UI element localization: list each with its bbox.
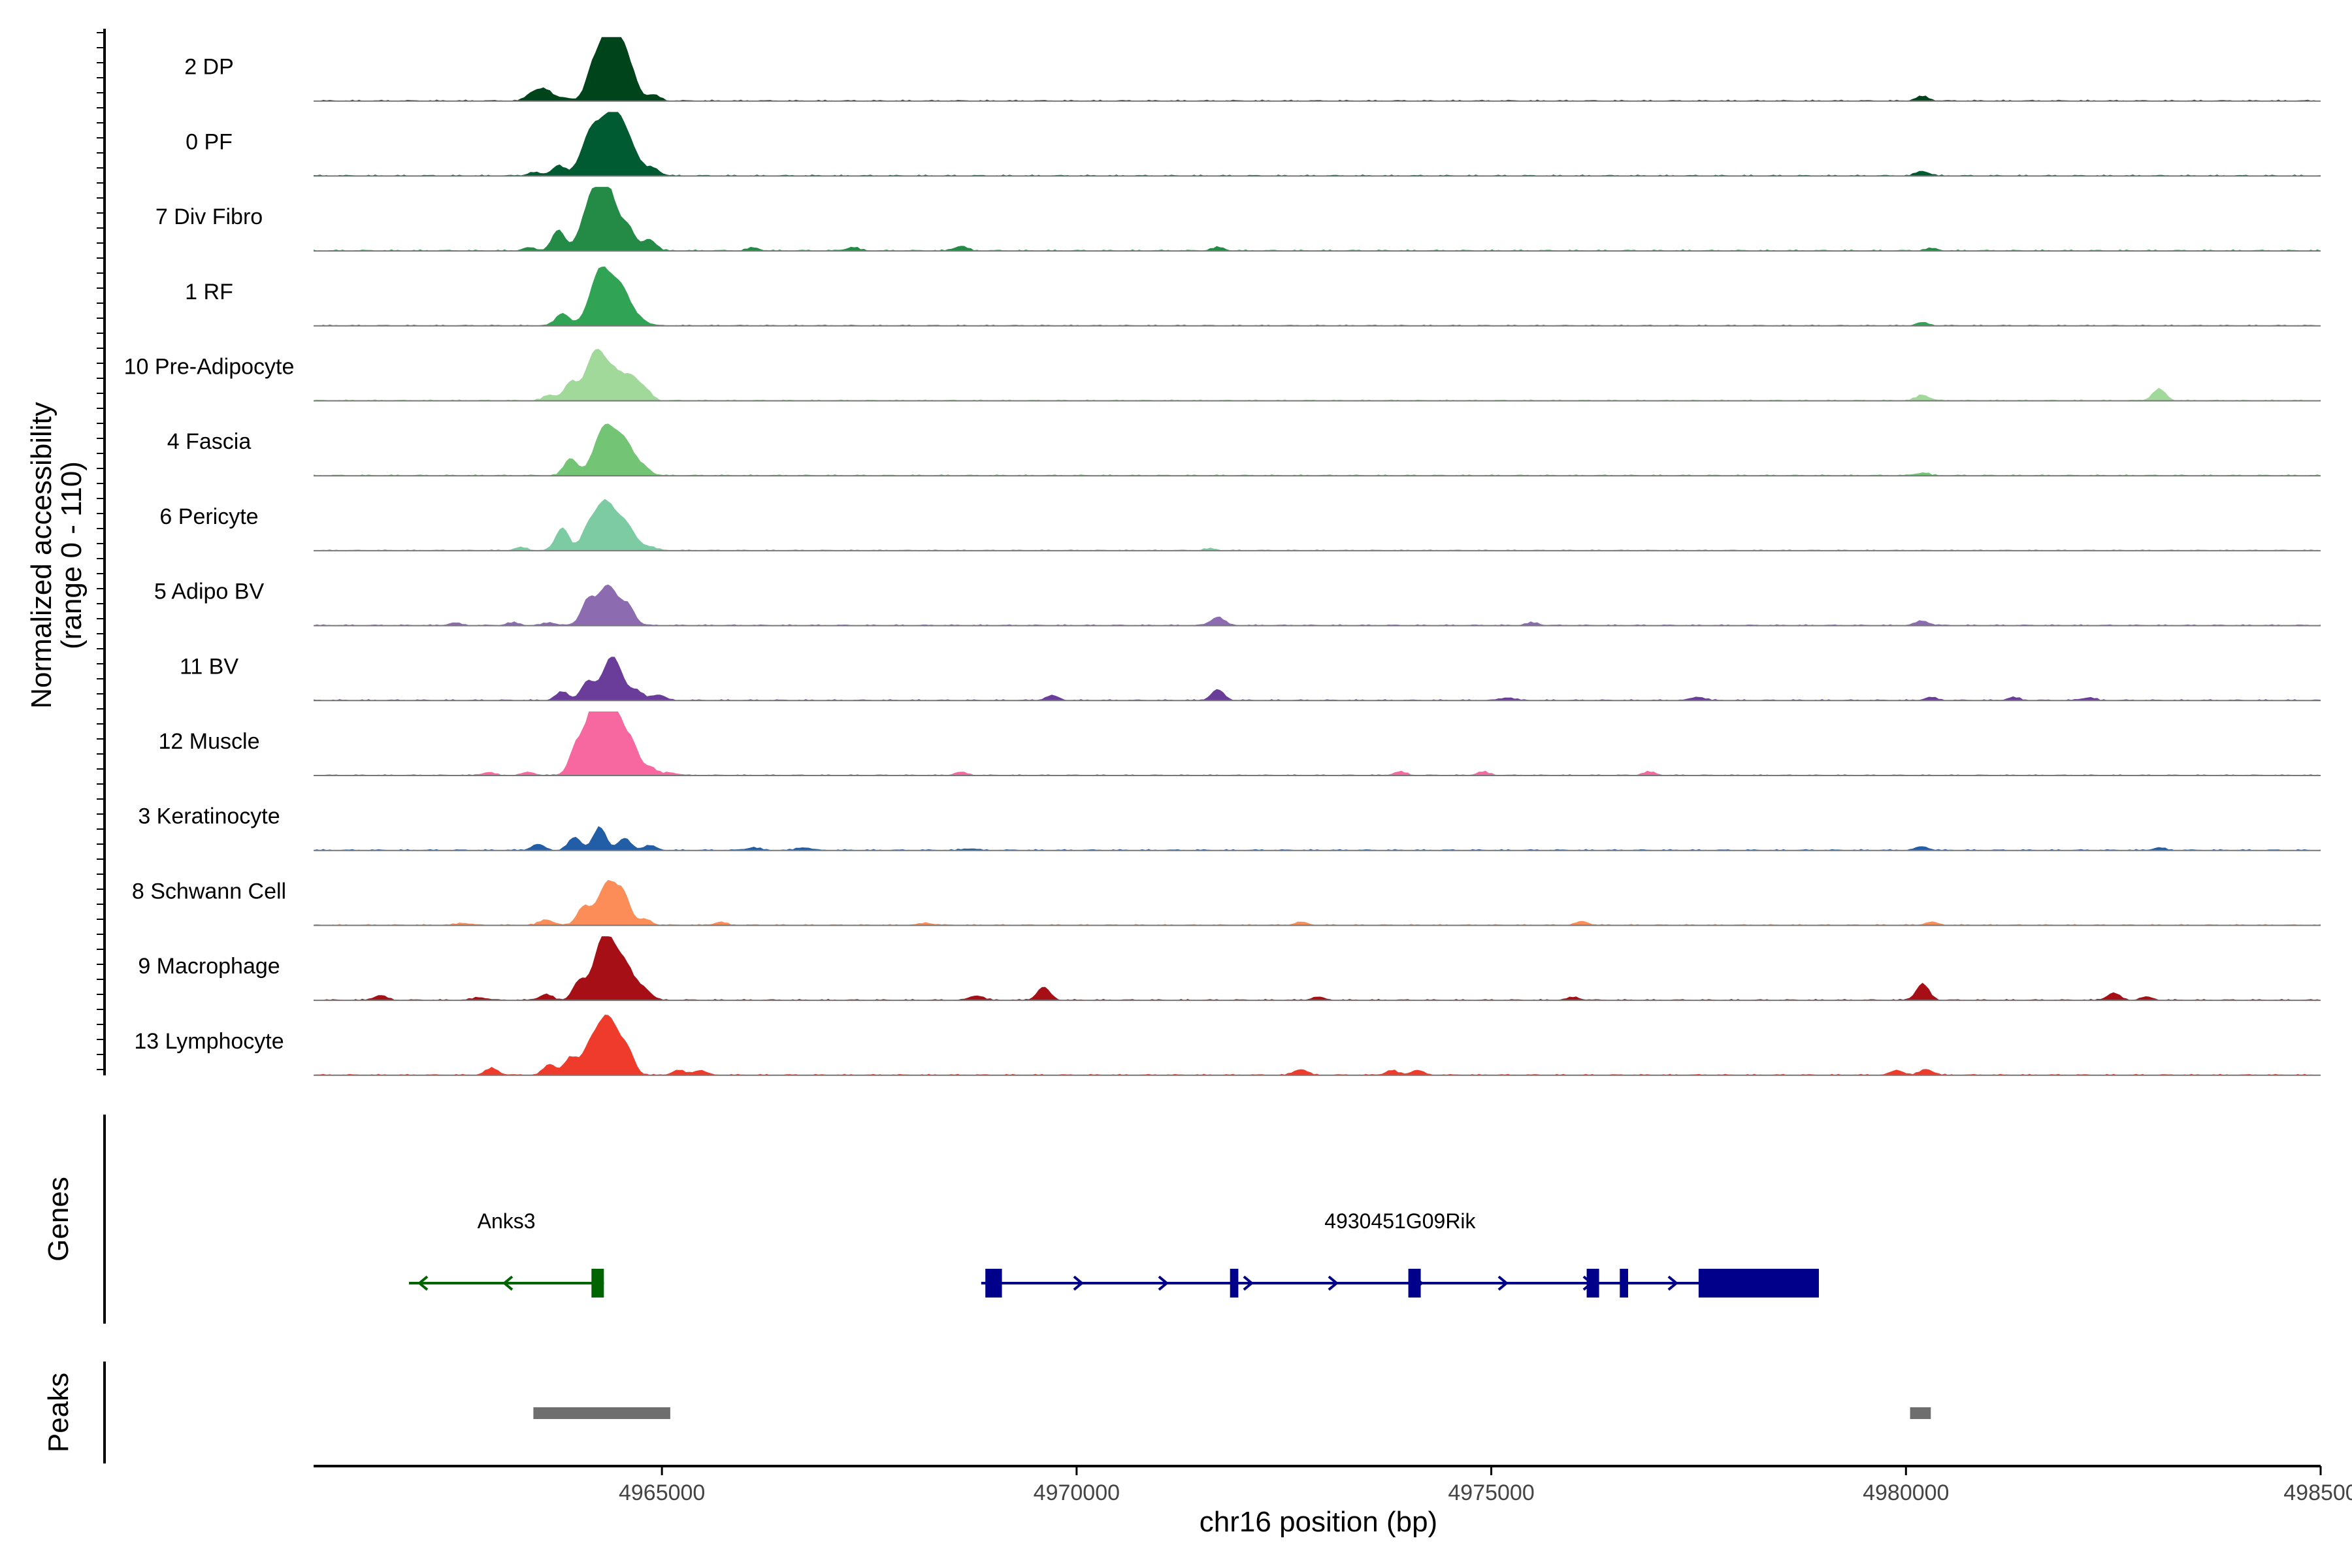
gene-models: Anks3 4930451G09Rik: [408, 1209, 1819, 1298]
coverage-tracks: 2 DP 0 PF 7 Div Fibro 1 RF 10 Pre-Adipocyte 4…: [124, 37, 2321, 1076]
gene-4930451g09rik: 4930451G09Rik: [981, 1209, 1819, 1298]
track-label: 5 Adipo BV: [154, 580, 265, 604]
strand-arrow: [1243, 1275, 1254, 1291]
y-axis-title: Normalized accessibility (range 0 - 110): [25, 402, 88, 708]
track-0-pf: 0 PF: [186, 112, 2321, 177]
strand-arrow: [502, 1275, 514, 1291]
strand-arrow: [417, 1275, 429, 1291]
peak-region: [1910, 1407, 1931, 1419]
x-axis-label: chr16 position (bp): [1200, 1506, 1437, 1538]
track-label: 12 Muscle: [159, 729, 260, 754]
x-tick-label: 4965000: [619, 1480, 705, 1505]
track-9-macrophage: 9 Macrophage: [138, 936, 2321, 1002]
strand-arrow: [1667, 1275, 1679, 1291]
track-7-div-fibro: 7 Div Fibro: [155, 187, 2321, 252]
y-axis-range-label: (range 0 - 110): [56, 461, 88, 649]
coverage-y-ticks: [97, 32, 105, 1070]
track-13-lymphocyte: 13 Lymphocyte: [134, 1015, 2321, 1076]
peaks-panel: Peaks: [42, 1362, 1931, 1463]
track-11-bv: 11 BV: [180, 654, 2321, 702]
x-tick-label: 4980000: [1863, 1480, 1949, 1505]
track-1-rf: 1 RF: [185, 266, 2321, 327]
track-2-dp: 2 DP: [184, 37, 2321, 102]
track-label: 11 BV: [180, 654, 238, 679]
x-tick-label: 498500: [2283, 1480, 2352, 1505]
genes-panel: Genes Anks3 4930451G09Rik: [42, 1115, 1819, 1324]
gene-exon: [1698, 1269, 1819, 1298]
x-tick-label: 4970000: [1034, 1480, 1120, 1505]
strand-arrow: [1158, 1275, 1169, 1291]
track-label: 0 PF: [186, 129, 233, 154]
gene-exon: [1230, 1269, 1239, 1298]
track-label: 4 Fascia: [167, 429, 252, 454]
gene-exon: [591, 1269, 604, 1298]
track-4-fascia: 4 Fascia: [167, 423, 2321, 477]
track-3-keratinocyte: 3 Keratinocyte: [138, 804, 2321, 851]
track-8-schwann-cell: 8 Schwann Cell: [132, 879, 2321, 926]
track-label: 9 Macrophage: [138, 954, 280, 979]
x-tick-label: 4975000: [1448, 1480, 1534, 1505]
track-label: 2 DP: [184, 55, 234, 80]
strand-arrow: [1328, 1275, 1339, 1291]
track-label: 13 Lymphocyte: [134, 1029, 284, 1054]
gene-exon: [1408, 1269, 1421, 1298]
track-label: 8 Schwann Cell: [132, 879, 286, 904]
track-label: 7 Div Fibro: [155, 204, 263, 229]
y-axis-label: Normalized accessibility: [25, 402, 57, 708]
coverage-area-5-adipo-bv: [314, 584, 2321, 626]
gene-exon: [1620, 1269, 1628, 1298]
genes-track-label: Genes: [42, 1177, 74, 1262]
peak-region: [533, 1407, 670, 1419]
track-12-muscle: 12 Muscle: [159, 711, 2321, 776]
track-10-pre-adipocyte: 10 Pre-Adipocyte: [124, 349, 2321, 402]
strand-arrow: [1073, 1275, 1085, 1291]
gene-label: Anks3: [478, 1209, 536, 1233]
track-label: 1 RF: [185, 280, 233, 304]
x-axis: 4965000 4970000 4975000 4980000 498500 chr16…: [314, 1465, 2352, 1538]
gene-label: 4930451G09Rik: [1324, 1209, 1476, 1233]
track-label: 3 Keratinocyte: [138, 804, 280, 829]
gene-exon: [985, 1269, 1002, 1298]
peak-regions: [533, 1407, 1931, 1419]
gene-exon: [1586, 1269, 1599, 1298]
x-axis-ticks: 4965000 4970000 4975000 4980000 498500: [619, 1466, 2352, 1505]
track-5-adipo-bv: 5 Adipo BV: [154, 580, 2321, 627]
track-label: 6 Pericyte: [159, 504, 258, 529]
peaks-track-label: Peaks: [42, 1373, 74, 1452]
track-6-pericyte: 6 Pericyte: [159, 498, 2321, 551]
strand-arrow: [1497, 1275, 1509, 1291]
gene-anks3: Anks3: [408, 1209, 604, 1298]
track-label: 10 Pre-Adipocyte: [124, 355, 295, 380]
